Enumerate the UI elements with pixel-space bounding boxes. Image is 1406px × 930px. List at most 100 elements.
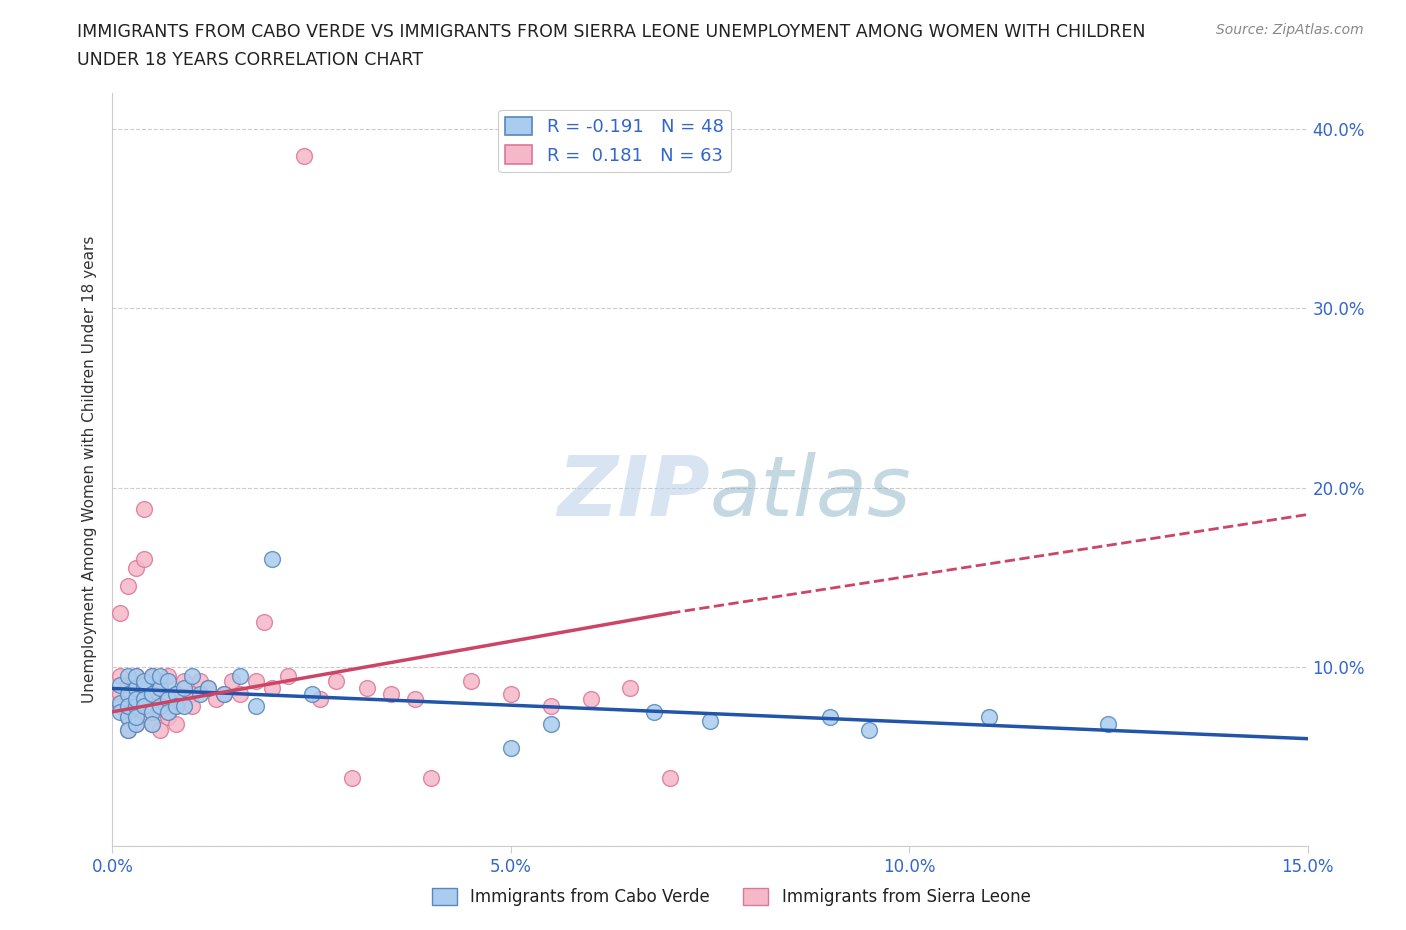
Point [643, 704, 665, 719]
Point [117, 669, 139, 684]
Point [157, 674, 180, 689]
Point [181, 669, 204, 684]
Point [173, 674, 195, 689]
Point [165, 686, 187, 701]
Point [125, 681, 148, 696]
Text: UNDER 18 YEARS CORRELATION CHART: UNDER 18 YEARS CORRELATION CHART [77, 51, 423, 69]
Point [110, 669, 132, 684]
Point [277, 669, 299, 684]
Point [157, 669, 180, 684]
Point [253, 615, 276, 630]
Point [197, 681, 219, 696]
Point [134, 699, 156, 714]
Point [173, 681, 195, 696]
Legend: Immigrants from Cabo Verde, Immigrants from Sierra Leone: Immigrants from Cabo Verde, Immigrants f… [425, 881, 1038, 912]
Point [125, 692, 148, 707]
Point [540, 717, 562, 732]
Point [134, 677, 156, 692]
Point [181, 686, 204, 701]
Point [619, 681, 641, 696]
Point [117, 723, 139, 737]
Point [141, 717, 163, 732]
Text: IMMIGRANTS FROM CABO VERDE VS IMMIGRANTS FROM SIERRA LEONE UNEMPLOYMENT AMONG WO: IMMIGRANTS FROM CABO VERDE VS IMMIGRANTS… [77, 23, 1146, 41]
Point [301, 686, 323, 701]
Point [110, 696, 132, 711]
Point [157, 692, 180, 707]
Point [117, 578, 139, 593]
Point [404, 692, 426, 707]
Text: atlas: atlas [710, 452, 911, 533]
Point [420, 771, 443, 786]
Point [110, 699, 132, 714]
Point [245, 699, 267, 714]
Point [325, 674, 347, 689]
Point [308, 692, 330, 707]
Point [141, 669, 163, 684]
Point [117, 723, 139, 737]
Point [125, 717, 148, 732]
Point [110, 677, 132, 692]
Point [125, 669, 148, 684]
Point [460, 674, 482, 689]
Point [134, 692, 156, 707]
Point [134, 710, 156, 724]
Point [117, 677, 139, 692]
Point [110, 704, 132, 719]
Point [125, 717, 148, 732]
Point [141, 704, 163, 719]
Point [117, 699, 139, 714]
Point [181, 699, 204, 714]
Point [173, 699, 195, 714]
Legend: R = -0.191   N = 48, R =  0.181   N = 63: R = -0.191 N = 48, R = 0.181 N = 63 [498, 110, 731, 172]
Point [858, 723, 880, 737]
Point [699, 713, 721, 728]
Point [229, 686, 252, 701]
Point [157, 710, 180, 724]
Point [212, 686, 235, 701]
Point [165, 686, 187, 701]
Point [540, 699, 562, 714]
Point [141, 686, 163, 701]
Y-axis label: Unemployment Among Women with Children Under 18 years: Unemployment Among Women with Children U… [82, 236, 97, 703]
Point [499, 686, 522, 701]
Point [125, 681, 148, 696]
Point [977, 710, 1000, 724]
Point [260, 551, 283, 566]
Point [134, 677, 156, 692]
Point [157, 692, 180, 707]
Point [110, 605, 132, 620]
Point [117, 710, 139, 724]
Point [149, 681, 172, 696]
Point [197, 681, 219, 696]
Point [117, 686, 139, 701]
Point [157, 704, 180, 719]
Point [125, 699, 148, 714]
Point [141, 699, 163, 714]
Point [134, 501, 156, 516]
Point [221, 674, 243, 689]
Point [229, 669, 252, 684]
Text: ZIP: ZIP [557, 452, 710, 533]
Point [212, 686, 235, 701]
Point [380, 686, 402, 701]
Point [356, 681, 378, 696]
Point [579, 692, 602, 707]
Point [125, 699, 148, 714]
Point [125, 704, 148, 719]
Point [165, 699, 187, 714]
Point [141, 686, 163, 701]
Point [117, 710, 139, 724]
Point [125, 561, 148, 576]
Point [149, 723, 172, 737]
Point [659, 771, 682, 786]
Point [340, 771, 363, 786]
Point [110, 686, 132, 701]
Point [245, 674, 267, 689]
Point [141, 717, 163, 732]
Point [141, 669, 163, 684]
Point [1097, 717, 1119, 732]
Point [125, 669, 148, 684]
Point [205, 692, 228, 707]
Point [134, 551, 156, 566]
Point [499, 740, 522, 755]
